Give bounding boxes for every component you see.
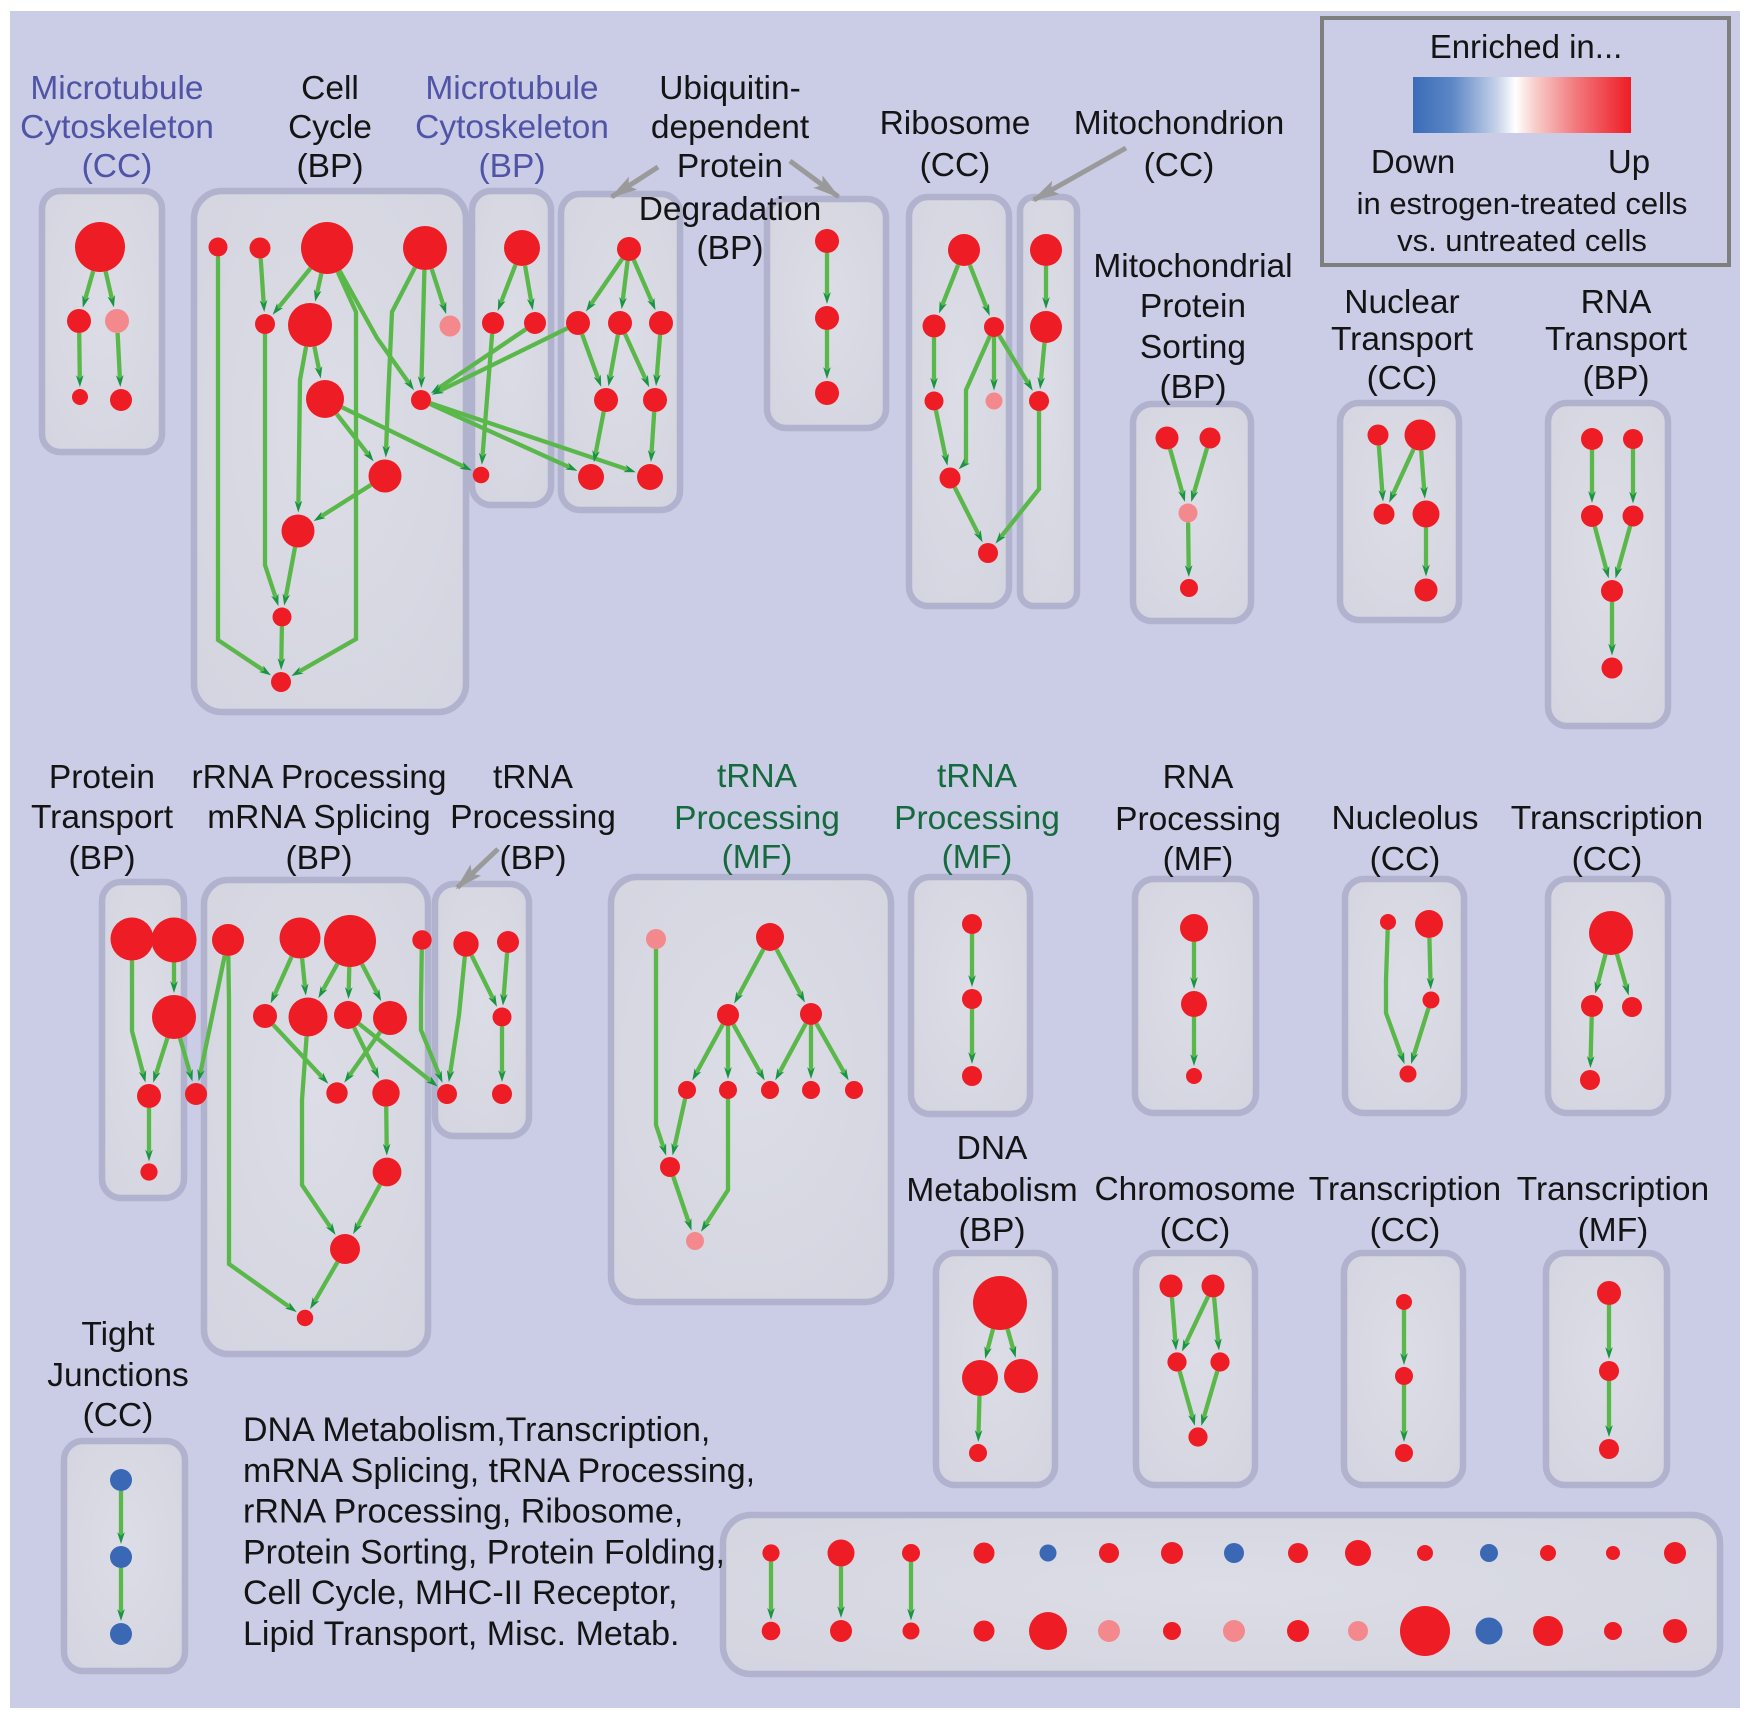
svg-text:Cell: Cell: [301, 70, 359, 107]
svg-text:RNA: RNA: [1163, 759, 1234, 796]
svg-text:Transport: Transport: [1545, 321, 1688, 358]
svg-text:Protein Sorting, Protein Foldi: Protein Sorting, Protein Folding,: [243, 1533, 725, 1571]
svg-text:Junctions: Junctions: [47, 1357, 189, 1394]
svg-text:Transcription: Transcription: [1309, 1171, 1501, 1208]
svg-text:mRNA Splicing, tRNA Processing: mRNA Splicing, tRNA Processing,: [243, 1452, 755, 1490]
svg-text:(CC): (CC): [82, 148, 153, 185]
svg-text:Down: Down: [1371, 143, 1455, 180]
svg-text:Sorting: Sorting: [1140, 329, 1246, 366]
svg-text:tRNA: tRNA: [493, 759, 574, 796]
svg-text:(CC): (CC): [1572, 841, 1643, 878]
svg-text:(CC): (CC): [1160, 1212, 1231, 1249]
svg-text:(BP): (BP): [479, 148, 546, 185]
svg-text:(BP): (BP): [697, 230, 764, 267]
svg-text:(BP): (BP): [1583, 360, 1650, 397]
svg-text:Lipid Transport, Misc. Metab.: Lipid Transport, Misc. Metab.: [243, 1615, 680, 1653]
svg-text:Processing: Processing: [450, 799, 616, 836]
svg-text:Ubiquitin-: Ubiquitin-: [659, 70, 801, 107]
svg-text:Tight: Tight: [81, 1316, 155, 1353]
svg-text:rRNA Processing, Ribosome,: rRNA Processing, Ribosome,: [243, 1493, 683, 1531]
svg-text:Degradation: Degradation: [639, 191, 822, 228]
svg-text:(MF): (MF): [1163, 841, 1234, 878]
svg-text:(BP): (BP): [69, 840, 136, 877]
svg-text:(BP): (BP): [959, 1212, 1026, 1249]
svg-text:Nuclear: Nuclear: [1344, 284, 1459, 321]
svg-text:Processing: Processing: [674, 800, 840, 837]
svg-text:Mitochondrion: Mitochondrion: [1074, 105, 1284, 142]
svg-text:(BP): (BP): [286, 840, 353, 877]
svg-text:in estrogen-treated cells: in estrogen-treated cells: [1357, 186, 1688, 221]
svg-text:mRNA Splicing: mRNA Splicing: [207, 799, 430, 836]
svg-text:dependent: dependent: [651, 109, 810, 146]
svg-text:(CC): (CC): [1144, 147, 1215, 184]
svg-text:tRNA: tRNA: [937, 758, 1018, 795]
svg-text:Mitochondrial: Mitochondrial: [1093, 248, 1292, 285]
svg-text:tRNA: tRNA: [717, 758, 798, 795]
svg-text:Transcription: Transcription: [1517, 1171, 1709, 1208]
svg-text:vs. untreated cells: vs. untreated cells: [1397, 223, 1647, 258]
svg-text:RNA: RNA: [1581, 284, 1652, 321]
svg-text:Chromosome: Chromosome: [1094, 1171, 1295, 1208]
svg-text:(MF): (MF): [722, 839, 793, 876]
svg-text:Protein: Protein: [677, 148, 783, 185]
svg-text:Cell Cycle, MHC-II Receptor,: Cell Cycle, MHC-II Receptor,: [243, 1574, 678, 1612]
svg-text:Enriched in...: Enriched in...: [1430, 28, 1623, 65]
svg-text:(CC): (CC): [1370, 1212, 1441, 1249]
svg-text:Microtubule: Microtubule: [30, 70, 203, 107]
svg-text:Protein: Protein: [49, 759, 155, 796]
svg-text:Processing: Processing: [894, 800, 1060, 837]
svg-text:(MF): (MF): [942, 839, 1013, 876]
svg-text:(CC): (CC): [920, 147, 991, 184]
svg-text:Processing: Processing: [1115, 801, 1281, 838]
svg-text:Protein: Protein: [1140, 288, 1246, 325]
svg-text:Up: Up: [1608, 143, 1650, 180]
svg-text:Transport: Transport: [1331, 321, 1474, 358]
svg-text:(BP): (BP): [500, 840, 567, 877]
svg-text:(BP): (BP): [297, 148, 364, 185]
svg-text:(CC): (CC): [1370, 841, 1441, 878]
svg-text:Ribosome: Ribosome: [880, 105, 1031, 142]
svg-text:Metabolism: Metabolism: [906, 1172, 1077, 1209]
svg-text:Cytoskeleton: Cytoskeleton: [415, 109, 609, 146]
svg-text:Microtubule: Microtubule: [425, 70, 598, 107]
svg-text:DNA: DNA: [957, 1130, 1028, 1167]
svg-text:Cytoskeleton: Cytoskeleton: [20, 109, 214, 146]
svg-text:(MF): (MF): [1578, 1212, 1649, 1249]
svg-text:Cycle: Cycle: [288, 109, 372, 146]
svg-text:(BP): (BP): [1160, 369, 1227, 406]
svg-text:Transcription: Transcription: [1511, 800, 1703, 837]
svg-text:Nucleolus: Nucleolus: [1331, 800, 1478, 837]
svg-text:DNA Metabolism,Transcription,: DNA Metabolism,Transcription,: [243, 1411, 710, 1449]
svg-text:Transport: Transport: [31, 799, 174, 836]
svg-text:rRNA Processing: rRNA Processing: [191, 759, 446, 796]
svg-text:(CC): (CC): [83, 1397, 154, 1434]
svg-text:(CC): (CC): [1367, 360, 1438, 397]
